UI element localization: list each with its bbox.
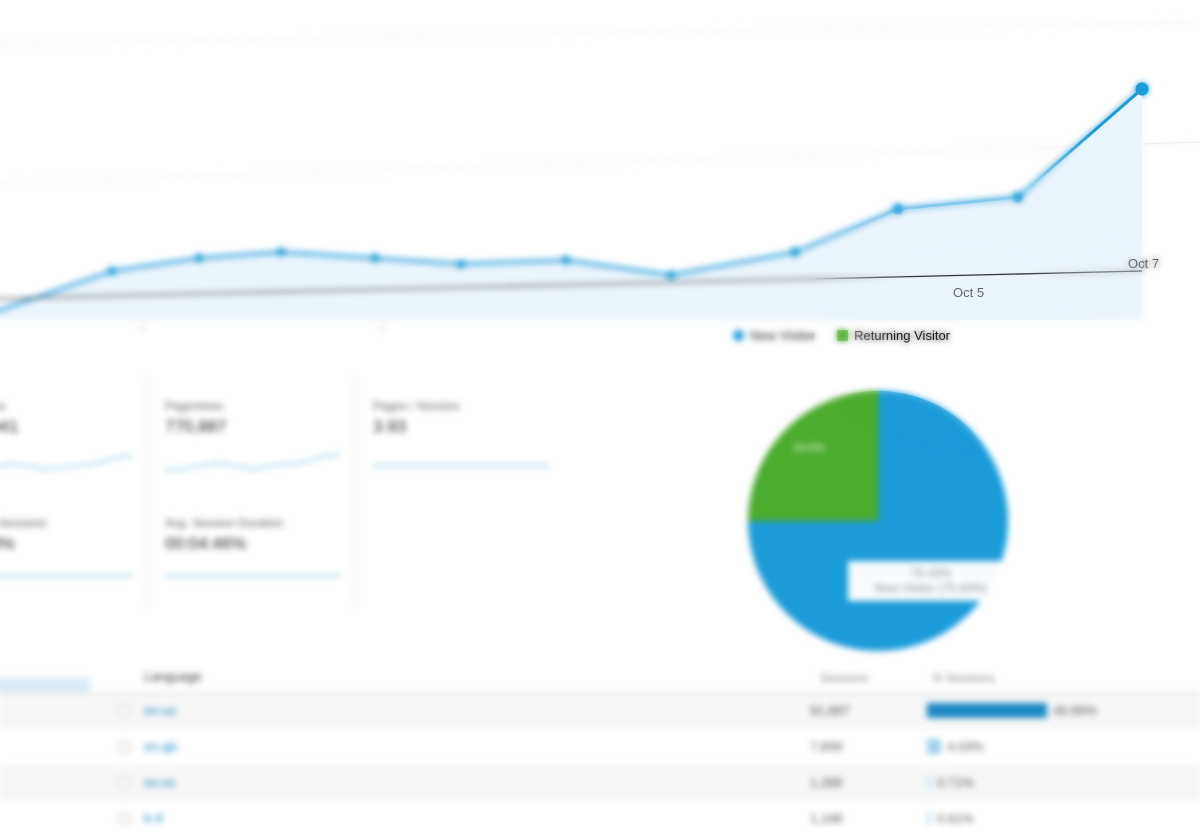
svg-text:Sep 29: Sep 29	[352, 326, 389, 330]
svg-text:75.43%: 75.43%	[911, 566, 952, 580]
svg-text:Oct 5: Oct 5	[953, 285, 984, 300]
svg-text:New Visitor (75.43%): New Visitor (75.43%)	[875, 581, 988, 595]
svg-text:Oct 7: Oct 7	[1128, 256, 1159, 271]
svg-text:Sep 27: Sep 27	[112, 326, 149, 330]
svg-text:Oct 1: Oct 1	[592, 329, 621, 330]
svg-text:24.6%: 24.6%	[793, 442, 824, 454]
